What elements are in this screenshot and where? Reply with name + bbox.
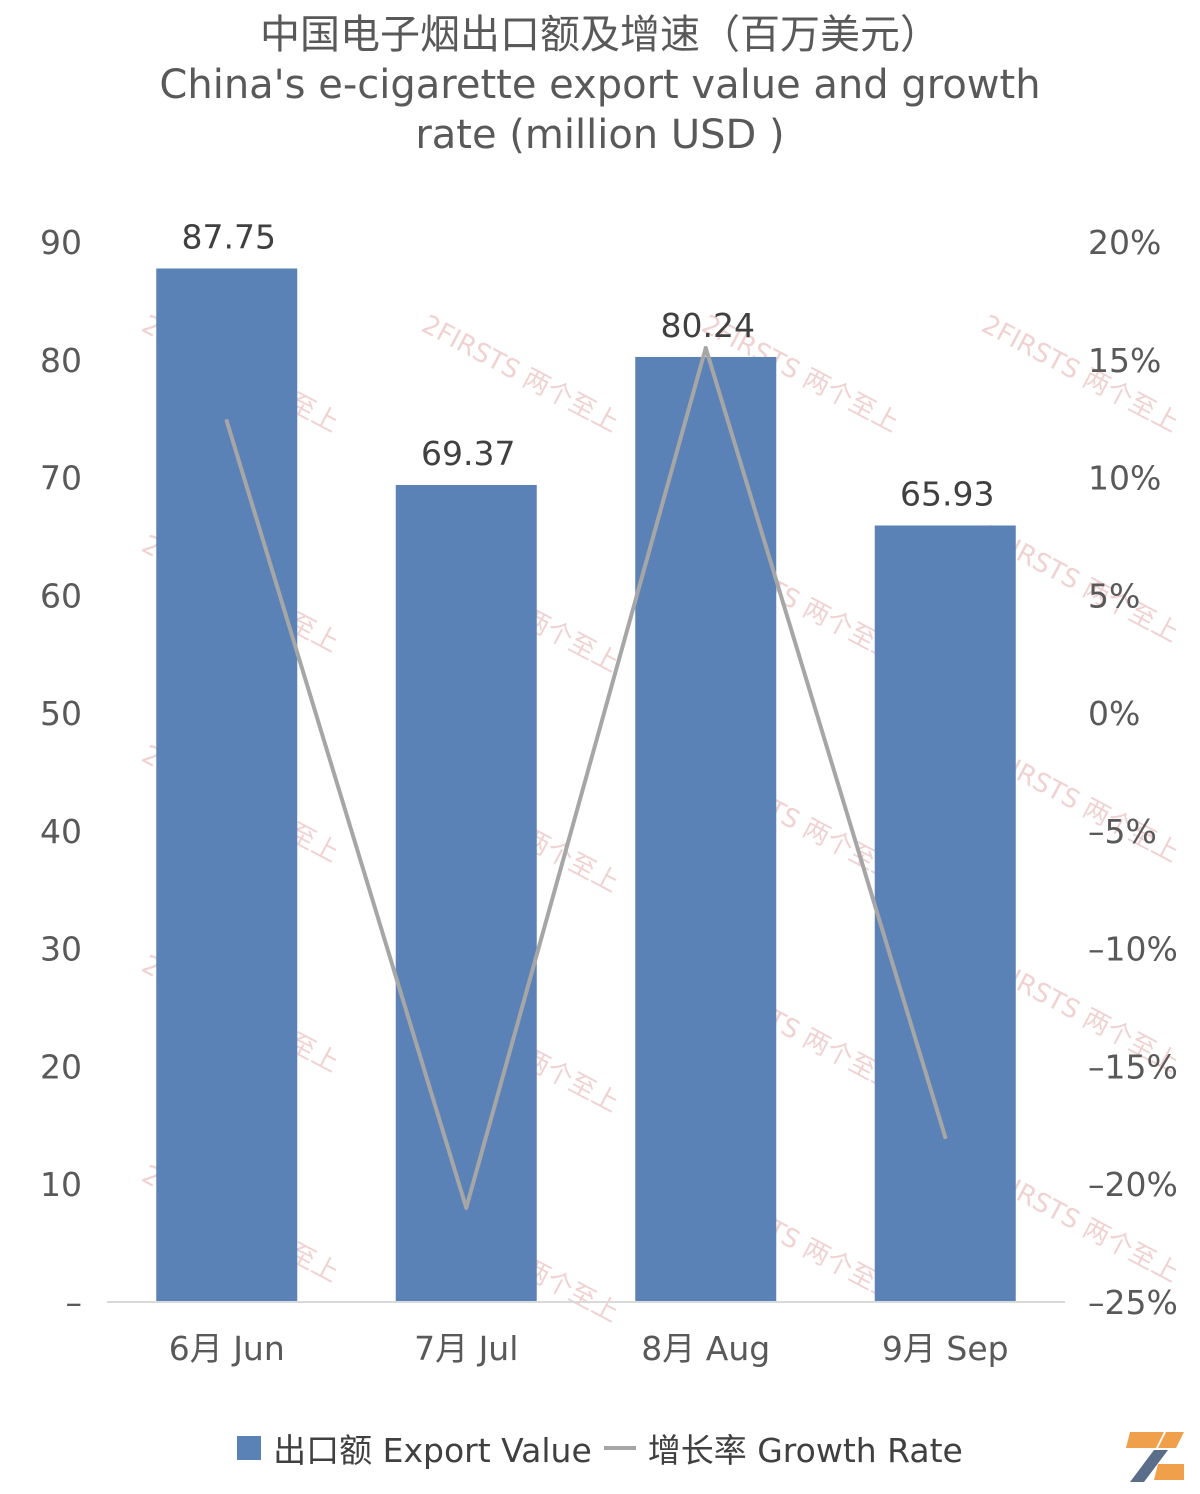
legend-growth-rate-label: 增长率 Growth Rate (647, 1431, 963, 1470)
brand-logo-icon (1126, 1432, 1184, 1482)
bar-2 (635, 356, 777, 1302)
left-tick-label: 90 (40, 223, 82, 262)
left-tick-label: 30 (40, 930, 82, 969)
category-label: 9月 Sep (882, 1329, 1009, 1368)
growth-rate-series (224, 346, 948, 1210)
watermark-text: 2FIRSTS 两个至上 (417, 310, 624, 439)
left-tick-label: 20 (40, 1047, 82, 1086)
growth-rate-point-0 (224, 419, 229, 424)
right-tick-label: 0% (1088, 694, 1140, 733)
growth-rate-point-2 (703, 346, 708, 350)
legend-growth-rate: 增长率 Growth Rate (603, 1424, 963, 1472)
right-tick-label: –20% (1088, 1165, 1178, 1204)
left-tick-label: 80 (40, 341, 82, 380)
bar-series (156, 268, 1016, 1302)
left-tick-label: 40 (40, 812, 82, 851)
bar-1 (395, 484, 537, 1302)
growth-rate-point-1 (464, 1205, 469, 1210)
left-tick-label: 50 (40, 694, 82, 733)
bar-value-label: 80.24 (661, 306, 755, 345)
right-tick-label: –15% (1088, 1047, 1178, 1086)
bar-value-label: 87.75 (182, 218, 276, 257)
left-axis: – 10 20 30 40 50 60 70 80 90 (40, 223, 82, 1322)
growth-rate-point-3 (943, 1135, 948, 1140)
bar-0 (156, 268, 298, 1302)
right-tick-label: 10% (1088, 459, 1161, 498)
right-tick-label: 20% (1088, 223, 1161, 262)
legend-export-value-label: 出口额 Export Value (273, 1431, 592, 1470)
bar-value-label: 69.37 (421, 434, 515, 473)
chart-title-cn: 中国电子烟出口额及增速（百万美元） (260, 12, 940, 58)
category-label: 6月 Jun (169, 1329, 285, 1368)
category-label: 8月 Aug (641, 1329, 770, 1368)
category-label: 7月 Jul (414, 1329, 518, 1368)
chart-title-en-line2: rate (million USD ) (415, 112, 785, 158)
left-tick-label: 10 (40, 1165, 82, 1204)
legend-bar-swatch (237, 1436, 262, 1460)
right-tick-label: –25% (1088, 1283, 1178, 1322)
growth-rate-line (224, 346, 948, 1210)
legend-export-value: 出口额 Export Value (237, 1424, 592, 1472)
right-tick-label: –5% (1088, 812, 1157, 851)
right-tick-label: 15% (1088, 341, 1161, 380)
right-tick-label: 5% (1088, 576, 1140, 615)
data-labels: 87.75 69.37 80.24 65.93 (182, 218, 995, 514)
chart-title-en-line1: China's e-cigarette export value and gro… (159, 62, 1041, 108)
right-axis: –25% –20% –15% –10% –5% 0% 5% 10% 15% 20% (1088, 223, 1178, 1322)
right-tick-label: –10% (1088, 930, 1178, 969)
legend: 出口额 Export Value 增长率 Growth Rate (0, 1426, 1200, 1470)
legend-line-swatch (603, 1446, 636, 1450)
bar-value-label: 65.93 (900, 474, 994, 513)
bar-3 (874, 525, 1016, 1302)
left-tick-label: 60 (40, 576, 82, 615)
left-tick-label: 70 (40, 459, 82, 498)
x-axis: 6月 Jun 7月 Jul 8月 Aug 9月 Sep (169, 1329, 1009, 1368)
left-tick-label: – (66, 1283, 83, 1322)
